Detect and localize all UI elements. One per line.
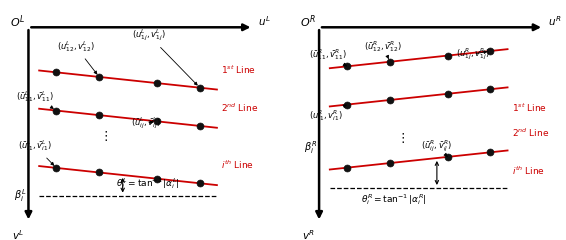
Text: $\vdots$: $\vdots$ [396,131,405,145]
Text: $\vdots$: $\vdots$ [99,129,108,143]
Text: $(\bar{u}_{11}^{R}, \bar{v}_{11}^{R})$: $(\bar{u}_{11}^{R}, \bar{v}_{11}^{R})$ [308,47,346,66]
Text: $(\bar{u}_{12}^{R}, \bar{v}_{12}^{R})$: $(\bar{u}_{12}^{R}, \bar{v}_{12}^{R})$ [365,39,402,59]
Text: $(u_{1j}^{R}, v_{1j}^{R})$: $(u_{1j}^{R}, v_{1j}^{R})$ [457,46,490,62]
Text: $1^{st}$ Line: $1^{st}$ Line [512,101,547,114]
Text: $(u_{1j}^{L}, v_{1j}^{L})$: $(u_{1j}^{L}, v_{1j}^{L})$ [132,27,197,85]
Text: $O^R$: $O^R$ [301,13,316,30]
Text: $2^{nd}$ Line: $2^{nd}$ Line [512,126,549,139]
Text: $(\bar{u}_{ij}^{R}, \bar{v}_{ij}^{R})$: $(\bar{u}_{ij}^{R}, \bar{v}_{ij}^{R})$ [421,138,452,156]
Text: $(\bar{u}_{i1}^{L}, \bar{v}_{i1}^{L})$: $(\bar{u}_{i1}^{L}, \bar{v}_{i1}^{L})$ [18,138,54,165]
Text: $\beta_i^{L}$: $\beta_i^{L}$ [14,187,26,204]
Text: $\theta_i^{L} = \tan^{-1}|\alpha_i^{L}|$: $\theta_i^{L} = \tan^{-1}|\alpha_i^{L}|$ [117,177,181,192]
Text: $i^{th}$ Line: $i^{th}$ Line [221,159,254,171]
Text: $2^{nd}$ Line: $2^{nd}$ Line [221,101,259,114]
Text: $(u_{i1}^{R}, v_{i1}^{R})$: $(u_{i1}^{R}, v_{i1}^{R})$ [308,105,346,123]
Text: $i^{th}$ Line: $i^{th}$ Line [512,164,545,177]
Text: $1^{st}$ Line: $1^{st}$ Line [221,63,256,76]
Text: $O^L$: $O^L$ [10,13,25,30]
Text: $u^{L}$: $u^{L}$ [258,15,271,29]
Text: $\theta_i^{R} = \tan^{-1}|\alpha_i^{R}|$: $\theta_i^{R} = \tan^{-1}|\alpha_i^{R}|$ [361,192,427,207]
Text: $v^{R}$: $v^{R}$ [302,228,315,240]
Text: $v^{L}$: $v^{L}$ [12,228,24,240]
Text: $u^{R}$: $u^{R}$ [548,15,561,29]
Text: $(u_{12}^{L}, v_{12}^{L})$: $(u_{12}^{L}, v_{12}^{L})$ [57,39,97,74]
Text: $(\bar{u}_{11}^{L}, \bar{v}_{11}^{L})$: $(\bar{u}_{11}^{L}, \bar{v}_{11}^{L})$ [16,89,54,108]
Text: $\beta_i^{R}$: $\beta_i^{R}$ [304,139,317,156]
Text: $(\bar{u}_{ij}^{L}, \bar{v}_{ij}^{L})$: $(\bar{u}_{ij}^{L}, \bar{v}_{ij}^{L})$ [131,115,161,131]
